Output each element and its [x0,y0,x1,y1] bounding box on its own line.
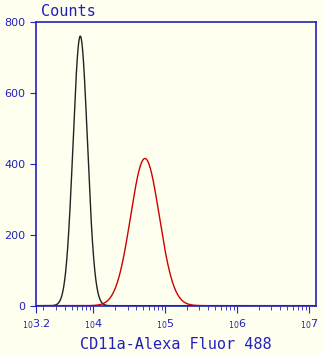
Text: Counts: Counts [41,4,96,19]
X-axis label: CD11a-Alexa Fluor 488: CD11a-Alexa Fluor 488 [80,337,272,352]
